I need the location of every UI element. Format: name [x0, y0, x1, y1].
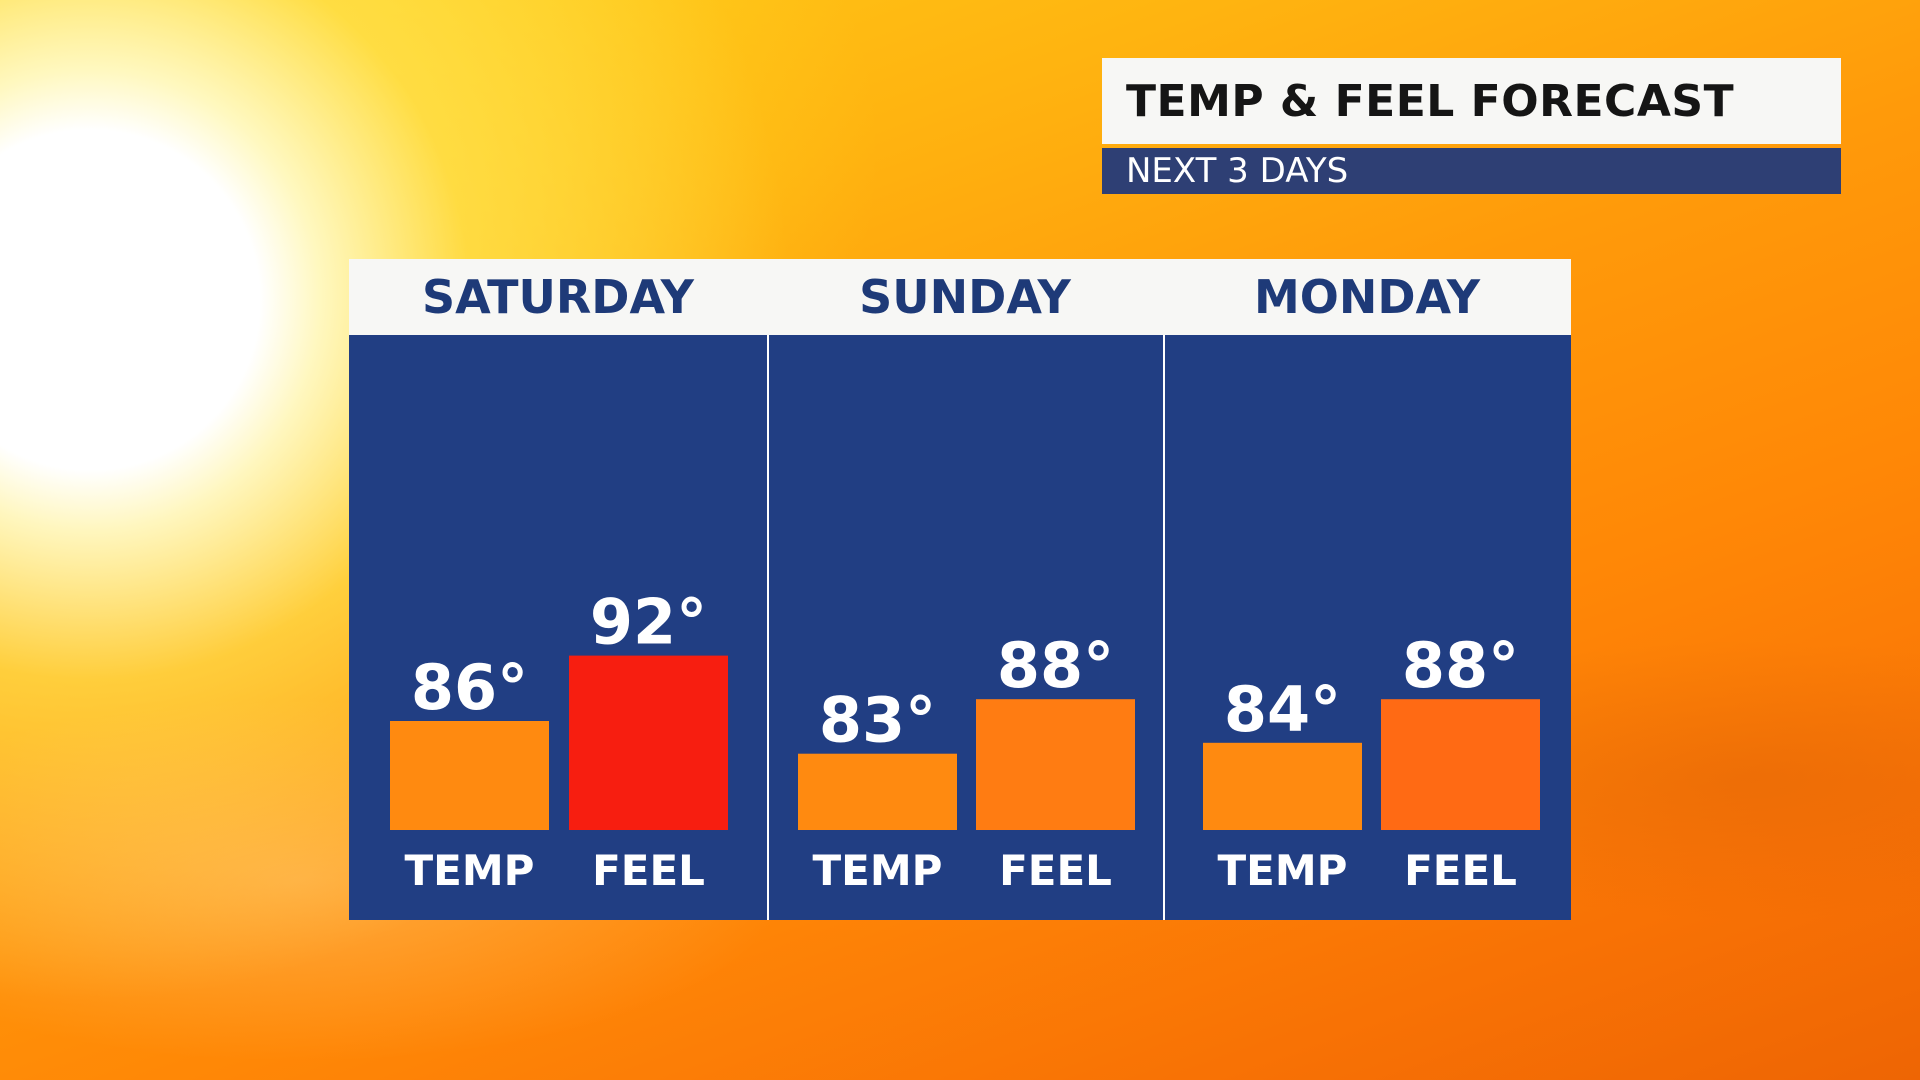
page-title: TEMP & FEEL FORECAST [1126, 75, 1735, 127]
bar-label-temp-sunday: TEMP [813, 846, 943, 895]
forecast-panel: SATURDAY SUNDAY MONDAY 86° TEMP 92° FEEL 83°… [349, 259, 1571, 920]
bar-chart: 86° TEMP 92° FEEL 83° TEMP 88° FEEL 84° TEMP 88° FE… [390, 586, 1540, 895]
value-label-feel-monday: 88° [1402, 629, 1519, 702]
day-label-sunday: SUNDAY [859, 270, 1071, 324]
value-label-temp-sunday: 83° [819, 684, 936, 757]
day-label-saturday: SATURDAY [421, 270, 694, 324]
bar-label-temp-monday: TEMP [1218, 846, 1348, 895]
day-header-row: SATURDAY SUNDAY MONDAY [349, 259, 1571, 335]
column-divider [767, 335, 769, 920]
bar-temp-sunday [798, 753, 957, 830]
subtitle-box: NEXT 3 DAYS [1102, 148, 1841, 194]
value-label-temp-monday: 84° [1224, 673, 1341, 746]
column-divider [1163, 335, 1165, 920]
value-label-feel-sunday: 88° [997, 629, 1114, 702]
title-box: TEMP & FEEL FORECAST [1102, 58, 1841, 144]
bar-label-feel-monday: FEEL [1404, 846, 1517, 895]
value-label-feel-saturday: 92° [590, 586, 707, 659]
day-label-monday: MONDAY [1253, 270, 1481, 324]
page-subtitle: NEXT 3 DAYS [1126, 151, 1349, 191]
bar-label-temp-saturday: TEMP [405, 846, 535, 895]
bar-feel-saturday [569, 655, 728, 830]
bar-feel-monday [1381, 699, 1540, 830]
bar-feel-sunday [976, 699, 1135, 830]
bar-label-feel-saturday: FEEL [592, 846, 705, 895]
bar-temp-monday [1203, 742, 1362, 830]
bar-label-feel-sunday: FEEL [999, 846, 1112, 895]
bar-temp-saturday [390, 721, 549, 830]
value-label-temp-saturday: 86° [411, 651, 528, 724]
